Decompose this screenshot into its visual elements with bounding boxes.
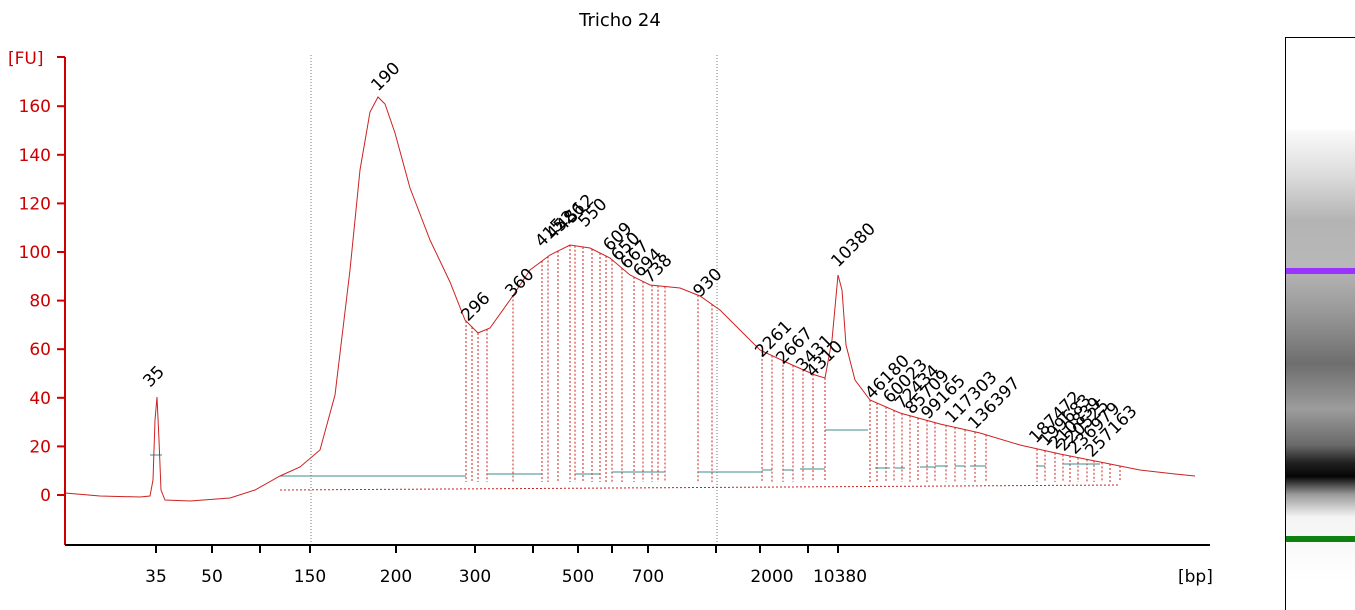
x-tick-label: 200 [380, 567, 412, 587]
x-tick-label: 300 [459, 567, 491, 587]
region-floor-line [279, 484, 1121, 491]
y-tick-label: 80 [29, 292, 51, 312]
x-tick-label: 500 [562, 567, 594, 587]
y-tick-label: 40 [29, 389, 51, 409]
peak-label: 360 [501, 264, 538, 301]
peak-labels: 3510380190296360415452486512550609650667… [139, 58, 1141, 461]
marker-guide-lines [310, 55, 718, 545]
y-tick-label: 0 [40, 486, 51, 506]
electropherogram-chart: Tricho 24 [FU] [bp] 0 20 40 60 80 100 120 140 16… [8, 10, 1213, 587]
x-tick-label: 2000 [750, 567, 793, 587]
y-tick-label: 60 [29, 340, 51, 360]
x-tick-label: 150 [294, 567, 326, 587]
gel-lower-marker-band [1286, 536, 1355, 542]
gel-lane [1286, 130, 1355, 580]
x-tick-label: 35 [145, 567, 167, 587]
x-tick-label: 10380 [813, 567, 867, 587]
upper-marker-peak-label: 10380 [827, 219, 879, 271]
region-baselines [150, 429, 1100, 477]
y-tick-label: 120 [19, 194, 51, 214]
gel-upper-marker-band [1286, 268, 1355, 274]
x-tick-label: 50 [201, 567, 223, 587]
peak-region-lines [279, 245, 1121, 491]
y-tick-label: 160 [19, 97, 51, 117]
y-tick-label: 20 [29, 437, 51, 457]
lower-marker-peak-label: 35 [139, 362, 168, 391]
y-tick-label: 140 [19, 146, 51, 166]
gel-image [1285, 37, 1355, 610]
y-tick-label: 100 [19, 243, 51, 263]
x-axis-label: [bp] [1178, 567, 1213, 587]
x-ticks: 35 50 150 200 300 500 700 2000 10380 [145, 545, 867, 587]
y-ticks: 0 20 40 60 80 100 120 140 160 [19, 56, 65, 506]
peak-label: 190 [367, 58, 404, 95]
peak-label: 296 [457, 288, 494, 325]
y-axis-label: [FU] [8, 49, 44, 69]
chart-title: Tricho 24 [578, 10, 661, 31]
electropherogram-trace [64, 96, 1196, 502]
peak-label: 930 [689, 264, 726, 301]
x-tick-label: 700 [632, 567, 664, 587]
